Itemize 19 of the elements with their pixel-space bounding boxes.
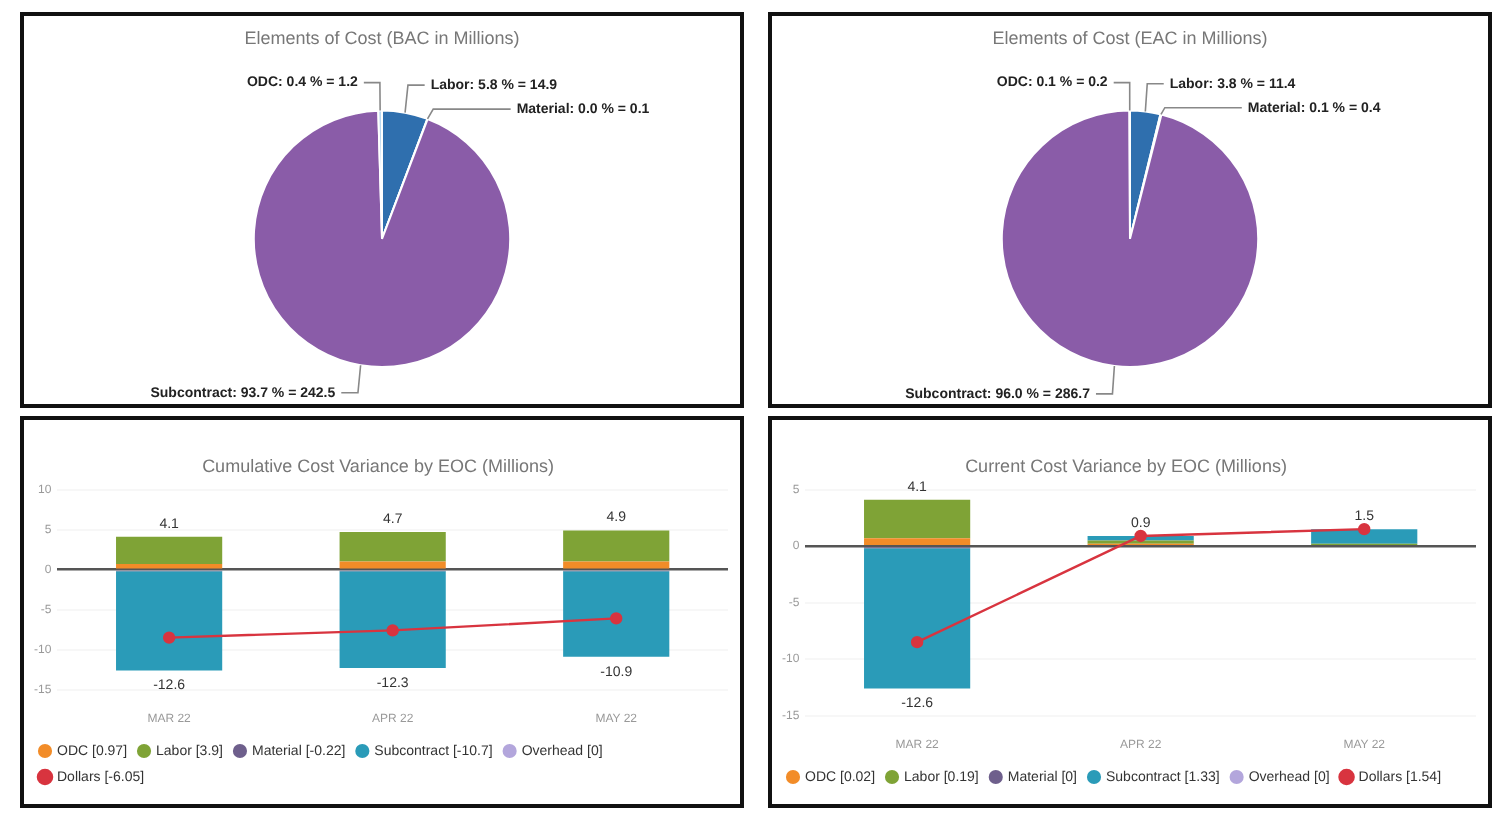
point [162,631,176,644]
point [386,624,399,637]
point [1358,522,1371,536]
bar [563,530,670,562]
bar [116,536,223,564]
bar [116,571,223,671]
bar [864,499,971,539]
chart-title: Current Cost Variance by EOC (Millions) [965,455,1287,476]
bar [864,548,971,689]
bar [339,571,446,668]
chart-title: Elements of Cost (BAC in Millions) [244,27,520,48]
point [1134,529,1147,543]
bar [339,532,446,562]
point [910,635,924,649]
chart-title: Cumulative Cost Variance by EOC (Millions) [202,455,554,476]
point [610,612,623,625]
bar [563,571,670,657]
bar [864,538,971,545]
chart-title: Elements of Cost (EAC in Millions) [992,27,1268,48]
